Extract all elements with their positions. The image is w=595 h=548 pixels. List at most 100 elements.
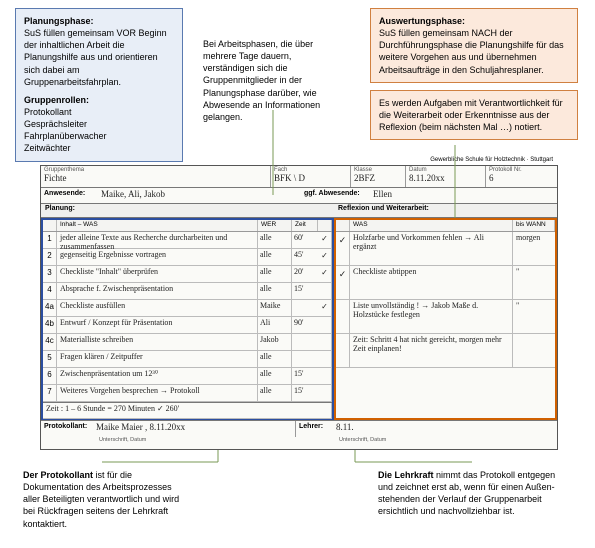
reflexion-label: Reflexion und Weiterarbeit: [334,204,557,217]
callout-text: Die Lehrkraft nimmt das Protokoll entgeg… [378,469,567,518]
callout-text: Der Protokollant ist für die Dokumentati… [23,469,182,530]
row-text: Entwurf / Konzept für Präsentation [57,317,258,333]
signature-row: Protokollant: Maike Maier , 8.11.20xx Le… [41,420,557,437]
lehrer-signature: 8.11. [336,421,557,437]
row-check: ✓ [318,232,332,248]
protokollant-signature: Maike Maier , 8.11.20xx [96,421,296,437]
row-num: 3 [43,266,57,282]
lehrkraft-text: Die Lehrkraft nimmt das Protokoll entgeg… [378,470,555,516]
row-check: ✓ [318,266,332,282]
table-row: Zeit: Schritt 4 hat nicht gereicht, morg… [336,334,555,368]
callout-protokollant: Der Protokollant ist für die Dokumentati… [15,463,190,536]
row-who: alle [258,283,292,299]
row-when: 15' [292,368,318,384]
row-when: 15' [292,385,318,401]
callout-text: Es werden Aufgaben mit Verantwortlichkei… [379,97,569,133]
datum-value: 8.11.20xx [409,173,482,183]
table-row: 2gegenseitig Ergebnisse vortragenalle45'… [43,249,332,266]
left-table-head: Inhalt – WAS WER Zeit [43,220,332,232]
protokollant-text: Der Protokollant ist für die Dokumentati… [23,470,179,529]
row-num: 7 [43,385,57,401]
callout-lehrkraft: Die Lehrkraft nimmt das Protokoll entgeg… [370,463,575,524]
table-row: 5Fragen klären / Zeitpufferalle [43,351,332,368]
row-who: alle [258,385,292,401]
footer-summary-row: Zeit : 1 – 6 Stunde = 270 Minuten ✓ 260' [43,402,332,419]
table-row: ✓Holzfarbe und Vorkommen fehlen → Ali er… [336,232,555,266]
zeit-summary: Zeit : 1 – 6 Stunde = 270 Minuten ✓ 260' [43,403,332,418]
row-when: " [513,300,555,333]
table-row: 4bEntwurf / Konzept für PräsentationAli9… [43,317,332,334]
col-wer: WER [258,220,292,231]
table-row: 6Zwischenpräsentation um 12³⁰alle15' [43,368,332,385]
table-row: 4aCheckliste ausfüllenMaike✓ [43,300,332,317]
form-header-row: Gruppenthema Fichte Fach BFK \ D Klasse … [41,166,557,188]
col-was: WAS [350,220,513,231]
row-who: alle [258,368,292,384]
table-row: ✓Checkliste abtippen" [336,266,555,300]
row-text: Checkliste ausfüllen [57,300,258,316]
fach-value: BFK \ D [274,173,347,183]
section-header-row: Planung: Reflexion und Weiterarbeit: [41,204,557,218]
attendance-row: Anwesende: Maike, Ali, Jakob ggf. Abwese… [41,188,557,204]
callout-text: Bei Arbeitsphasen, die über mehrere Tage… [203,38,345,123]
row-text: jeder alleine Texte aus Recherche durcha… [57,232,258,248]
row-check [336,334,350,367]
row-check [318,317,332,333]
row-when: 15' [292,283,318,299]
row-text: Absprache f. Zwischenpräsentation [57,283,258,299]
row-text: Checkliste "Inhalt" überprüfen [57,266,258,282]
callout-auswertung: Auswertungsphase: SuS füllen gemeinsam N… [370,8,578,83]
callout-title: Planungsphase: [24,15,174,27]
row-text: Materialliste schreiben [57,334,258,350]
row-text: Zwischenpräsentation um 12³⁰ [57,368,258,384]
table-row: Liste unvollständig ! → Jakob Maße d. Ho… [336,300,555,334]
school-name: Gewerbliche Schule für Holztechnik · Stu… [430,157,553,163]
table-row: 7Weiteres Vorgehen besprechen → Protokol… [43,385,332,402]
row-check: ✓ [318,300,332,316]
row-when: 90' [292,317,318,333]
row-check [336,300,350,333]
row-who: alle [258,266,292,282]
row-text: Holzfarbe und Vorkommen fehlen → Ali erg… [350,232,513,265]
row-text: gegenseitig Ergebnisse vortragen [57,249,258,265]
protokollnr-value: 6 [489,173,554,183]
unterschrift-label-2: Unterschrift, Datum [336,437,557,443]
unterschrift-label: Unterschrift, Datum [96,437,296,443]
col-zeit: Zeit [292,220,318,231]
row-num: 4 [43,283,57,299]
row-check [318,385,332,401]
planning-form: Gewerbliche Schule für Holztechnik · Stu… [40,165,558,450]
col-num [43,220,57,231]
row-num: 4b [43,317,57,333]
abwesende-value: Ellen [373,188,557,203]
row-who: Ali [258,317,292,333]
row-text: Zeit: Schritt 4 hat nicht gereicht, morg… [350,334,513,367]
role: Zeitwächter [24,142,174,154]
planung-box: Inhalt – WAS WER Zeit 1jeder alleine Tex… [41,218,334,420]
callout-title: Auswertungsphase: [379,15,569,27]
col-inhalt: Inhalt – WAS [57,220,258,231]
row-text: Checkliste abtippen [350,266,513,299]
row-who: Jakob [258,334,292,350]
row-when: 45' [292,249,318,265]
callout-aufgaben: Es werden Aufgaben mit Verantwortlichkei… [370,90,578,140]
anwesende-label: Anwesende: [41,188,101,203]
row-check [318,334,332,350]
table-row: 3Checkliste "Inhalt" überprüfenalle20'✓ [43,266,332,283]
row-when: " [513,266,555,299]
row-who: alle [258,249,292,265]
callout-text: SuS füllen gemeinsam NACH der Durchführu… [379,27,569,76]
row-when: morgen [513,232,555,265]
row-when: 20' [292,266,318,282]
callout-arbeitsphasen: Bei Arbeitsphasen, die über mehrere Tage… [195,32,353,129]
lehrer-label: Lehrer: [296,421,336,437]
row-check: ✓ [336,266,350,299]
row-when [292,300,318,316]
boxes-row: Inhalt – WAS WER Zeit 1jeder alleine Tex… [41,218,557,420]
role: Fahrplanüberwacher [24,130,174,142]
row-who: Maike [258,300,292,316]
row-check [318,283,332,299]
row-text: Liste unvollständig ! → Jakob Maße d. Ho… [350,300,513,333]
role: Protokollant [24,106,174,118]
klasse-value: 2BFZ [354,173,402,183]
